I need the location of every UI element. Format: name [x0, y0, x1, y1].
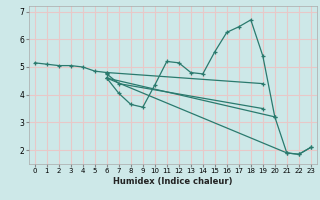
X-axis label: Humidex (Indice chaleur): Humidex (Indice chaleur)	[113, 177, 233, 186]
